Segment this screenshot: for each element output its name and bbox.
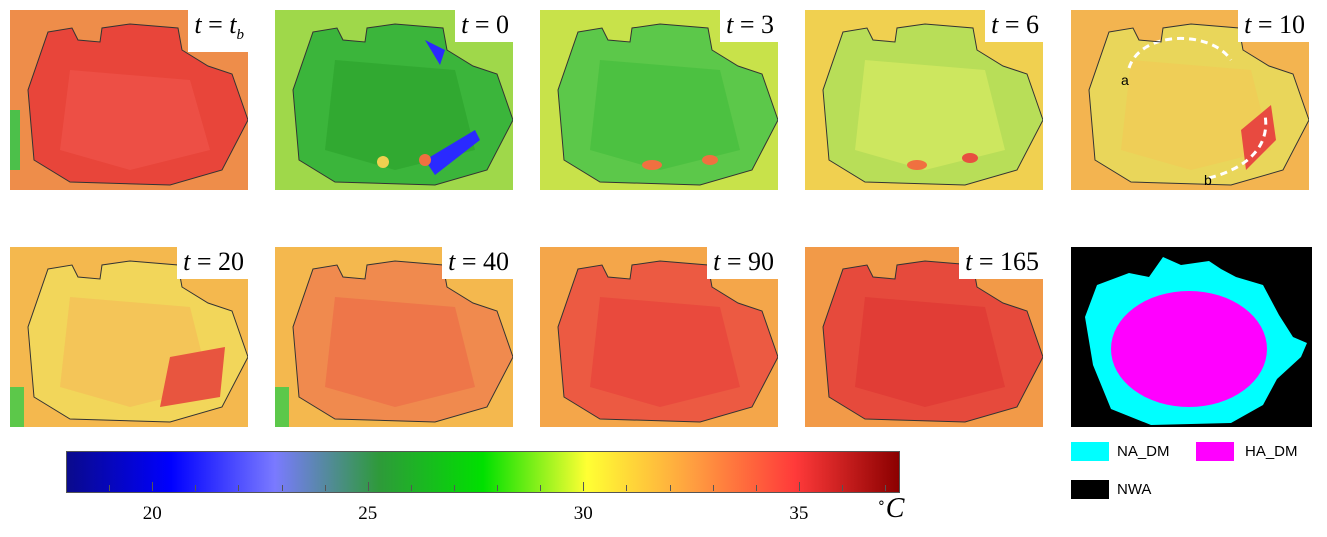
colorbar-tick <box>109 485 111 491</box>
legend-label-na-dm: NA_DM <box>1117 443 1170 460</box>
dashed-path-a <box>1127 36 1233 69</box>
colorbar-unit: ∘C <box>877 493 905 524</box>
thermal-panel-t20: t = 20 <box>10 247 248 427</box>
colorbar-tick <box>885 485 887 491</box>
thermal-panel-t6: t = 6 <box>805 10 1043 190</box>
legend-swatch-ha-dm <box>1196 442 1234 461</box>
colorbar-tick <box>583 482 585 491</box>
colorbar-tick <box>66 485 67 491</box>
thermal-panel-t0: t = 0 <box>275 10 513 190</box>
colorbar-tick <box>497 485 499 491</box>
time-label: t = 0 <box>455 10 513 42</box>
time-label: t = 165 <box>959 247 1043 279</box>
thermal-panel-t3: t = 3 <box>540 10 778 190</box>
time-label: t = 3 <box>720 10 778 42</box>
colorbar-tick <box>712 485 714 491</box>
colorbar-tick <box>152 482 154 491</box>
thermal-map <box>805 10 1043 190</box>
time-label: t = 40 <box>442 247 513 279</box>
segmentation-map <box>1071 247 1312 427</box>
thermal-panel-t90: t = 90 <box>540 247 778 427</box>
time-label: t = tb <box>188 10 248 53</box>
colorbar-tick <box>324 485 326 491</box>
thermal-map <box>540 10 778 190</box>
time-label: t = 90 <box>707 247 778 279</box>
colorbar-tick <box>238 485 240 491</box>
colorbar-tick <box>669 485 671 491</box>
time-label: t = 6 <box>985 10 1043 42</box>
colorbar-tick <box>841 485 843 491</box>
colorbar-tick-label: 30 <box>573 503 593 524</box>
colorbar-tick-label: 25 <box>358 503 378 524</box>
annotation-a: a <box>1121 72 1129 88</box>
legend-swatch-nwa <box>1071 480 1109 499</box>
ha-dm-region <box>1111 291 1267 407</box>
colorbar-tick-label: 35 <box>789 503 809 524</box>
colorbar-tick-label: 20 <box>142 503 162 524</box>
time-label: t = 10 <box>1238 10 1309 42</box>
thermal-panel-t40: t = 40 <box>275 247 513 427</box>
colorbar-tick <box>798 482 800 491</box>
colorbar-tick <box>281 485 283 491</box>
colorbar-tick <box>195 485 197 491</box>
legend-label-ha-dm: HA_DM <box>1245 443 1298 460</box>
colorbar-tick <box>626 485 628 491</box>
colorbar-tick <box>540 485 542 491</box>
thermal-map <box>540 247 778 427</box>
colorbar-tick <box>410 485 412 491</box>
colorbar-tick <box>453 485 455 491</box>
thermal-panel-t165: t = 165 <box>805 247 1043 427</box>
thermal-map <box>805 247 1043 427</box>
thermal-panel-t10: a b t = 10 <box>1071 10 1309 190</box>
legend-swatch-na-dm <box>1071 442 1109 461</box>
colorbar-tick <box>367 482 369 491</box>
annotation-b: b <box>1204 172 1212 188</box>
legend-label-nwa: NWA <box>1117 481 1152 498</box>
temperature-colorbar <box>66 451 900 493</box>
colorbar-tick <box>755 485 757 491</box>
time-label: t = 20 <box>177 247 248 279</box>
thermal-panel-tb: t = tb <box>10 10 248 190</box>
